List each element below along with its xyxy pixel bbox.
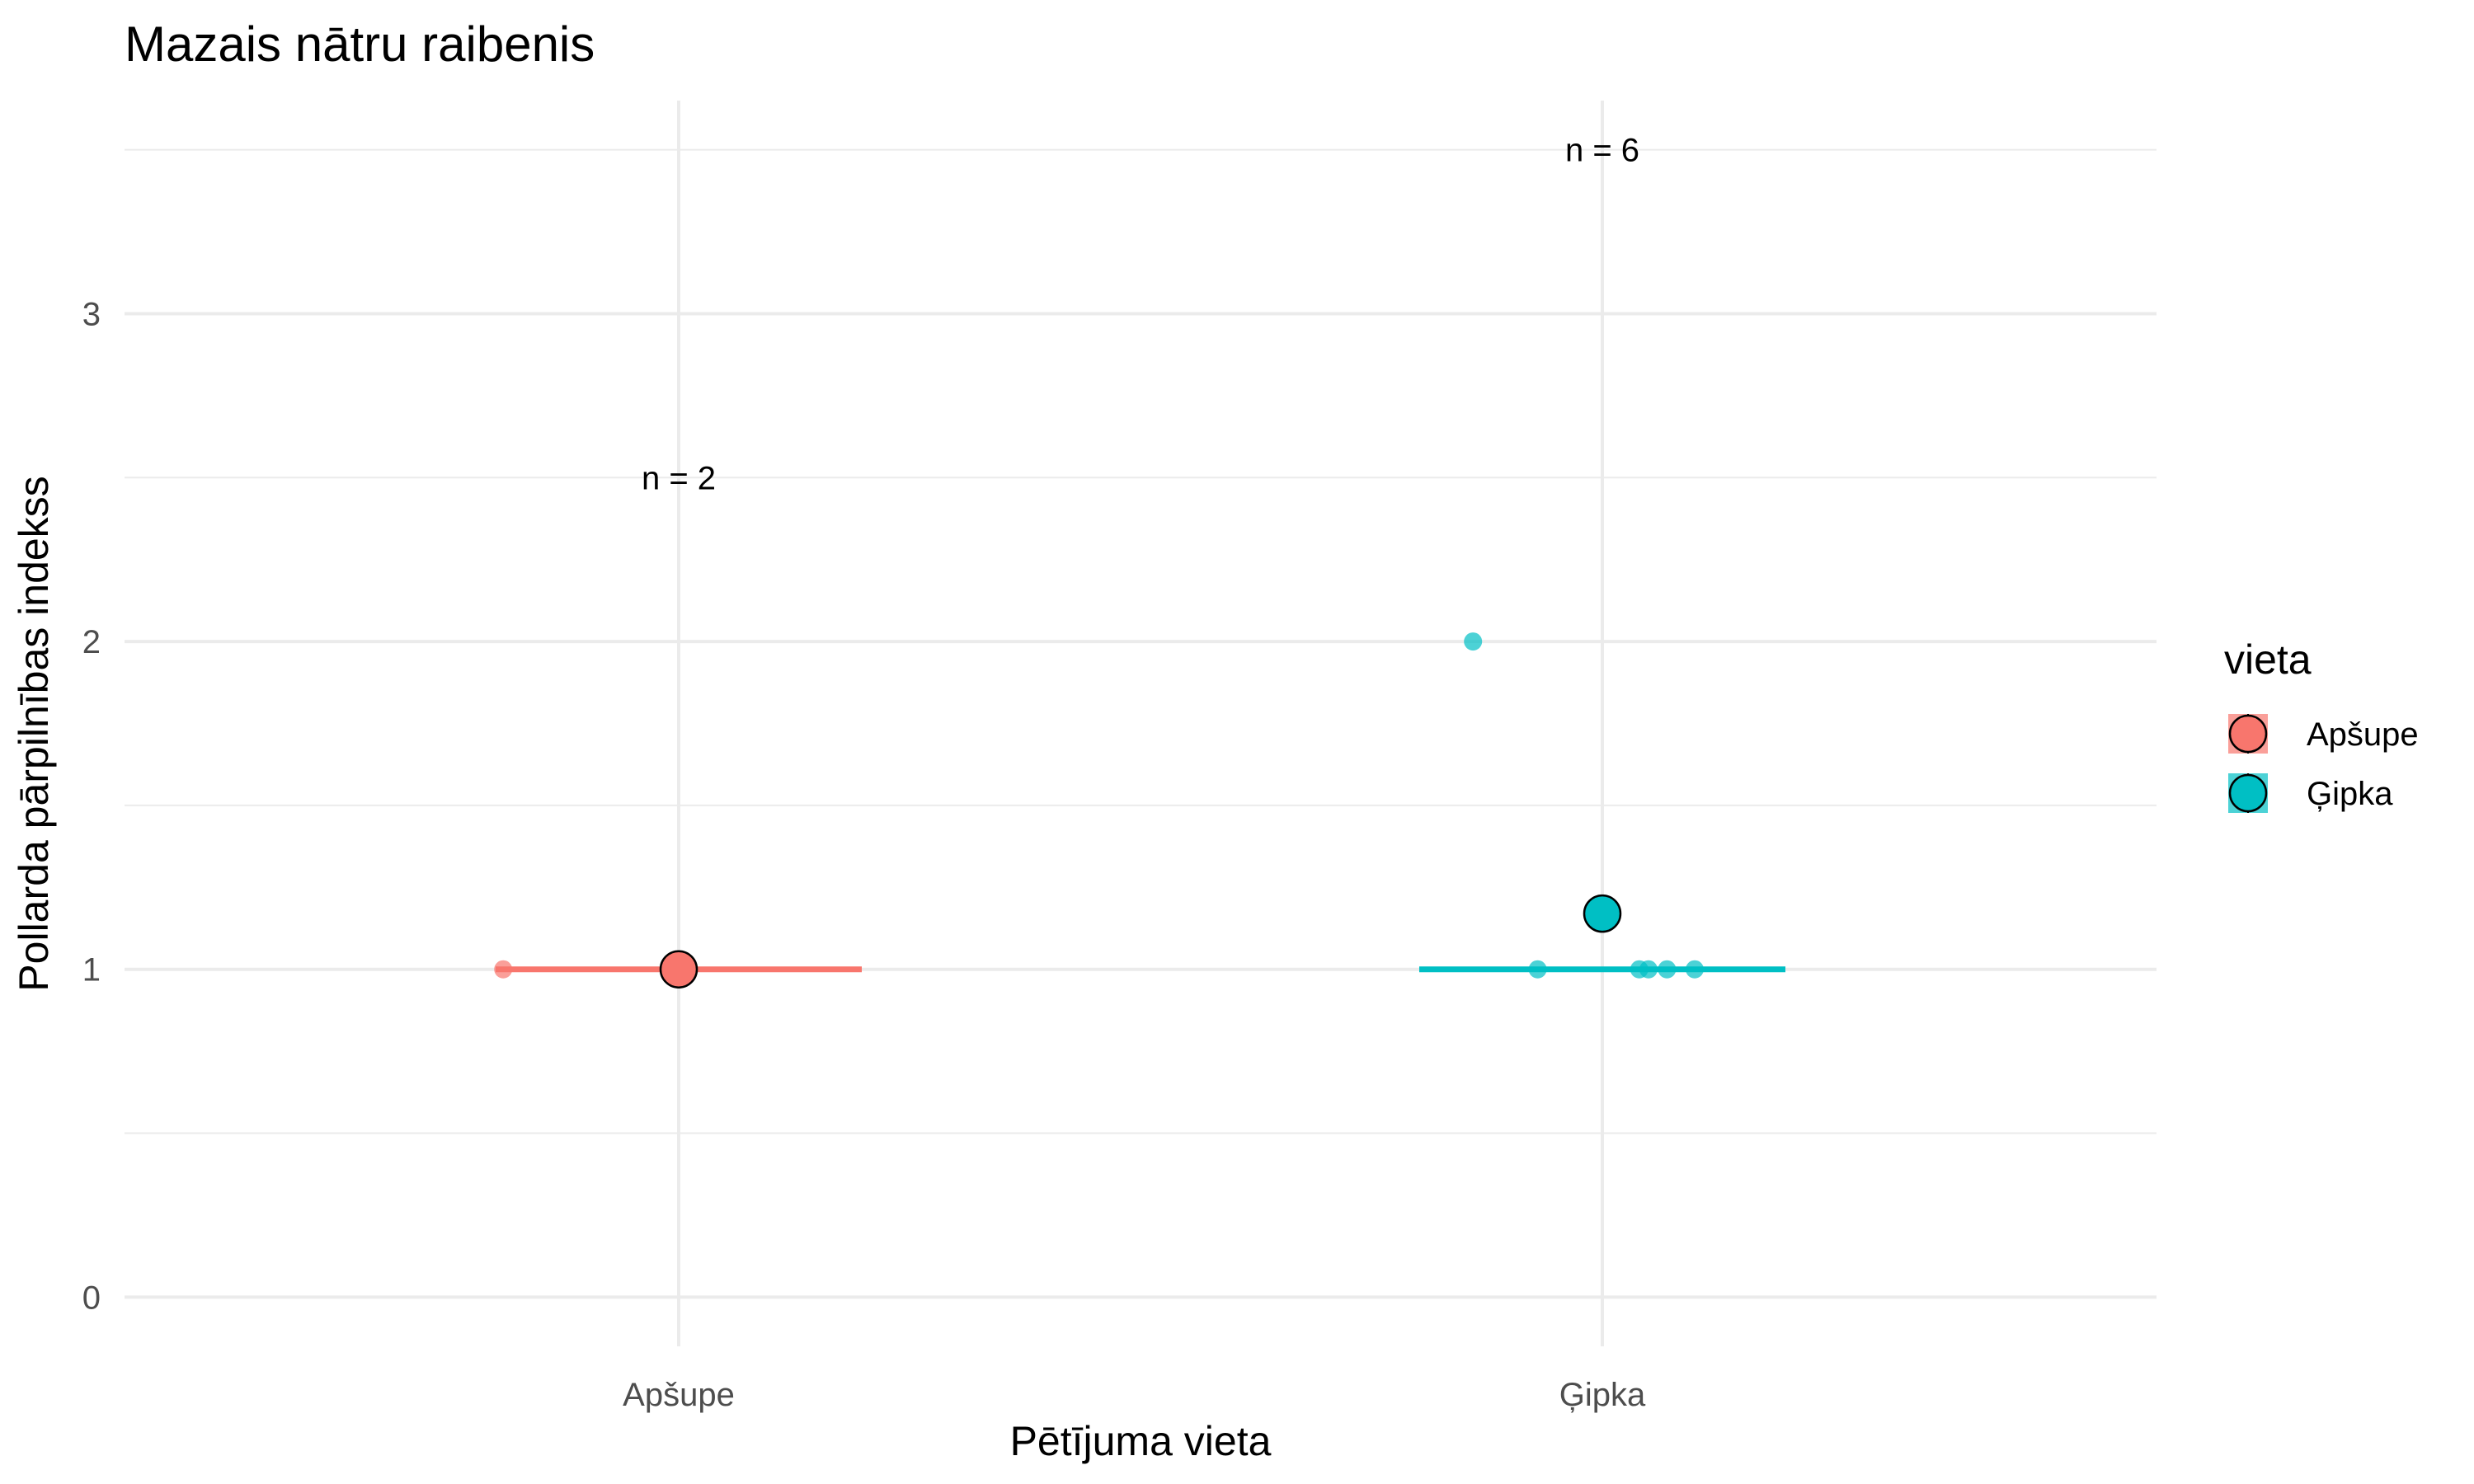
legend-title: vieta xyxy=(2224,636,2312,683)
legend-label: Apšupe xyxy=(2307,716,2419,753)
data-marks: n = 2 n = 6 xyxy=(494,133,1785,989)
data-point xyxy=(1639,960,1658,979)
y-tick-label: 1 xyxy=(82,952,101,989)
y-tick-label: 2 xyxy=(82,624,101,660)
legend-label: Ģipka xyxy=(2307,776,2393,812)
y-tick-label: 3 xyxy=(82,296,101,332)
legend-key xyxy=(2228,773,2268,813)
legend-point xyxy=(2228,714,2268,754)
axis-ticks: 0 1 2 3 Apšupe Ģipka xyxy=(82,296,1646,1413)
data-point xyxy=(1658,960,1677,979)
x-tick-label: Ģipka xyxy=(1559,1377,1646,1413)
legend-point xyxy=(2228,773,2268,813)
data-point xyxy=(1528,960,1547,979)
n-label: n = 2 xyxy=(642,460,716,496)
data-point xyxy=(494,960,513,979)
mean-point xyxy=(1583,894,1622,933)
series-1: n = 2 xyxy=(494,460,862,989)
n-label: n = 6 xyxy=(1565,133,1639,169)
legend-key xyxy=(2228,714,2268,754)
series-2: n = 6 xyxy=(1419,133,1785,979)
grid xyxy=(125,101,2157,1346)
x-axis-title: Pētījuma vieta xyxy=(1010,1418,1272,1464)
legend: vieta Apšupe Ģipka xyxy=(2224,636,2419,813)
mean-point xyxy=(659,950,698,989)
y-tick-label: 0 xyxy=(82,1280,101,1316)
y-axis-title: Pollarda pārpilnības indekss xyxy=(11,476,57,991)
x-tick-label: Apšupe xyxy=(623,1377,735,1413)
data-point xyxy=(1464,632,1483,651)
data-point xyxy=(1686,960,1704,979)
chart-title: Mazais nātru raibenis xyxy=(125,16,595,72)
